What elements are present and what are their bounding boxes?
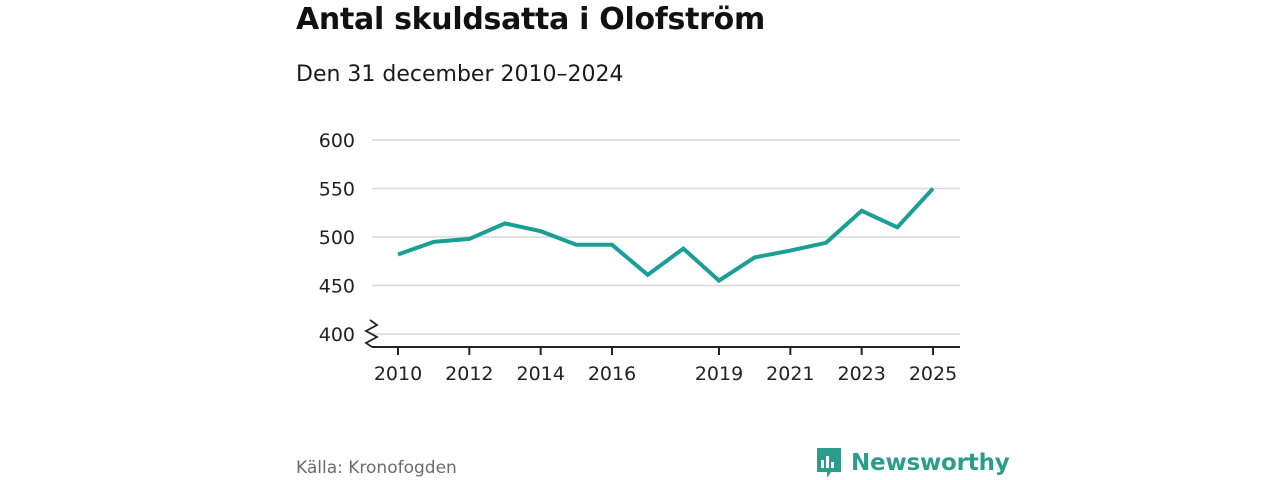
x-tick-label: 2023 (837, 363, 885, 385)
x-tick-label: 2010 (374, 363, 422, 385)
y-tick-label: 500 (319, 227, 355, 249)
x-tick-label: 2019 (695, 363, 743, 385)
y-tick-label: 600 (319, 130, 355, 152)
x-axis-ticks: 2010 2012 2014 2016 2019 2021 2023 2025 (374, 347, 957, 385)
chart-title: Antal skuldsatta i Olofström (296, 2, 765, 37)
y-tick-label: 550 (319, 179, 355, 201)
newsworthy-logo-text: Newsworthy (851, 450, 1010, 476)
y-tick-label: 450 (319, 276, 355, 298)
series (397, 187, 935, 284)
newsworthy-logo: Newsworthy (815, 446, 1010, 480)
y-axis-ticks: 400 450 500 550 600 (319, 130, 355, 346)
series-line (397, 187, 935, 284)
x-tick-label: 2012 (445, 363, 493, 385)
x-tick-label: 2016 (588, 363, 636, 385)
axis-break-icon (364, 319, 379, 348)
x-tick-label: 2025 (909, 363, 957, 385)
gridlines (372, 139, 960, 335)
newsworthy-logo-icon (817, 448, 841, 478)
chart-subtitle: Den 31 december 2010–2024 (296, 62, 624, 87)
source-credit: Källa: Kronofogden (296, 458, 457, 478)
y-tick-label: 400 (319, 324, 355, 346)
x-tick-label: 2014 (516, 363, 564, 385)
x-tick-label: 2021 (766, 363, 814, 385)
